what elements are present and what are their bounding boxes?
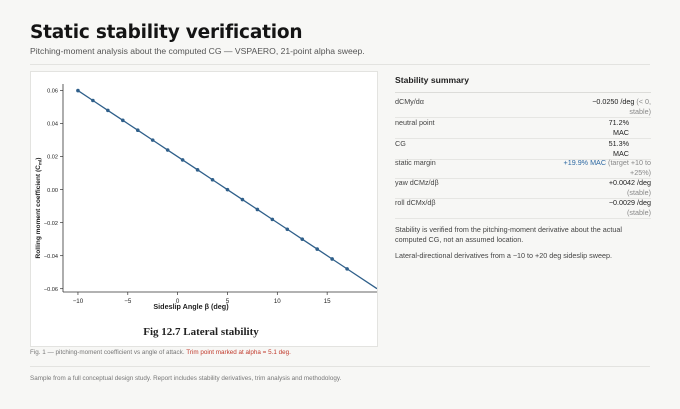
y-tick-label: 0.00 bbox=[47, 188, 58, 194]
data-point bbox=[345, 267, 349, 271]
y-tick-label: 0.02 bbox=[47, 155, 58, 161]
y-tick-label: 0.06 bbox=[47, 89, 58, 95]
summary-row-key: CG bbox=[395, 139, 406, 148]
chart-title: Fig 12.7 Lateral stability bbox=[143, 326, 259, 338]
summary-row-cg: CG 51.3% MAC bbox=[395, 139, 651, 160]
data-point bbox=[240, 197, 245, 202]
y-tick-label: 0.04 bbox=[47, 122, 58, 128]
summary-row-value: −0.0029 /deg (stable) bbox=[608, 198, 651, 217]
data-point bbox=[225, 187, 230, 192]
x-tick-label: 15 bbox=[324, 298, 331, 305]
data-point bbox=[255, 207, 260, 212]
data-point bbox=[91, 98, 95, 103]
figure-card: −10 −5 0 5 10 15 0.06 0.04 0.02 0.00 −0.02 −0.04 −0.… bbox=[30, 71, 378, 347]
data-point bbox=[315, 247, 319, 251]
data-point bbox=[270, 217, 275, 222]
summary-row-key: roll dCMx/dβ bbox=[395, 198, 436, 207]
data-point bbox=[285, 227, 290, 232]
footer-divider bbox=[30, 366, 650, 367]
footer-text: Sample from a full conceptual design stu… bbox=[30, 375, 342, 382]
summary-title-divider bbox=[395, 92, 651, 93]
summary-note-cg: Stability is verified from the pitching-… bbox=[395, 225, 622, 244]
data-point bbox=[150, 138, 155, 142]
x-axis-label: Sideslip Angle β (deg) bbox=[153, 302, 229, 311]
summary-row-key: dCMy/dα bbox=[395, 97, 424, 106]
summary-row-dcmy-dalpha: dCMy/dα −0.0250 /deg (< 0, stable) bbox=[395, 97, 651, 118]
summary-row-value: +0.0042 /deg (stable) bbox=[608, 178, 651, 197]
x-tick-label: −5 bbox=[124, 298, 132, 305]
data-point bbox=[180, 158, 185, 162]
summary-row-value: +19.9% MAC (target +10 to +25%) bbox=[563, 158, 652, 177]
y-axis-label: Rolling moment coefficient (Cml) bbox=[35, 158, 43, 259]
summary-row-yaw: yaw dCMz/dβ +0.0042 /deg (stable) bbox=[395, 178, 651, 199]
data-point bbox=[76, 88, 80, 93]
figure-caption: Fig. 1 — pitching-moment coefficient vs … bbox=[30, 349, 291, 356]
series-points bbox=[76, 88, 349, 271]
x-tick-label: 5 bbox=[226, 298, 230, 305]
summary-row-key: static margin bbox=[395, 158, 436, 167]
data-point bbox=[106, 108, 110, 113]
data-point bbox=[121, 118, 125, 123]
data-point bbox=[300, 237, 305, 241]
summary-row-neutral-point: neutral point 71.2% MAC bbox=[395, 118, 651, 139]
series-line bbox=[77, 90, 377, 290]
data-point bbox=[195, 168, 200, 172]
y-tick-label: −0.02 bbox=[44, 221, 58, 227]
data-point bbox=[210, 177, 215, 182]
chart-ticks: −10 −5 0 5 10 15 0.06 0.04 0.02 0.00 −0.02 −0.04 −0.… bbox=[44, 89, 331, 305]
summary-row-value: −0.0250 /deg (< 0, stable) bbox=[592, 97, 651, 116]
summary-row-roll: roll dCMx/dβ −0.0029 /deg (stable) bbox=[395, 198, 651, 219]
data-point bbox=[330, 257, 334, 261]
figure-caption-highlight: Trim point marked at alpha = 5.1 deg. bbox=[186, 349, 291, 356]
summary-note-lateral: Lateral-directional derivatives from a −… bbox=[395, 251, 612, 260]
summary-row-key: yaw dCMz/dβ bbox=[395, 178, 439, 187]
x-tick-label: 10 bbox=[274, 298, 281, 305]
summary-title: Stability summary bbox=[395, 75, 470, 85]
x-tick-label: −10 bbox=[73, 298, 84, 305]
summary-row-static-margin: static margin +19.9% MAC (target +10 to … bbox=[395, 158, 651, 179]
x-tick-label: 0 bbox=[176, 298, 180, 305]
data-point bbox=[135, 128, 140, 133]
y-tick-label: −0.04 bbox=[44, 254, 58, 260]
summary-row-key: neutral point bbox=[395, 118, 435, 127]
summary-row-value: 51.3% MAC bbox=[608, 139, 629, 158]
lateral-stability-chart: −10 −5 0 5 10 15 0.06 0.04 0.02 0.00 −0.02 −0.04 −0.… bbox=[35, 84, 377, 338]
page-subtitle: Pitching-moment analysis about the compu… bbox=[30, 46, 365, 56]
figure-caption-main: Fig. 1 — pitching-moment coefficient vs … bbox=[30, 349, 185, 356]
summary-row-value: 71.2% MAC bbox=[608, 118, 629, 137]
chart-axes bbox=[62, 84, 377, 293]
header-divider bbox=[30, 64, 650, 65]
page-title: Static stability verification bbox=[30, 22, 303, 43]
data-point bbox=[165, 148, 170, 152]
y-tick-label: −0.06 bbox=[44, 287, 58, 293]
